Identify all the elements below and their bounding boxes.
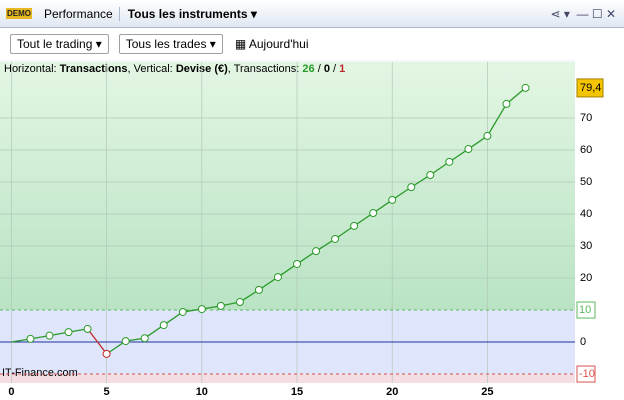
data-point bbox=[159, 321, 168, 330]
y-tick-label: 40 bbox=[580, 208, 592, 220]
y-tick-label: 70 bbox=[580, 112, 592, 124]
data-point bbox=[121, 337, 130, 346]
zone-low bbox=[0, 374, 575, 383]
x-tick-label: 25 bbox=[481, 386, 493, 398]
data-point bbox=[407, 183, 416, 192]
info-line: Horizontal: Transactions, Vertical: Devi… bbox=[4, 63, 345, 75]
info: , Transactions: bbox=[228, 63, 300, 75]
data-point bbox=[312, 247, 321, 256]
info: Transactions bbox=[60, 63, 128, 75]
data-point bbox=[254, 285, 263, 294]
demo-badge: DEMO bbox=[6, 8, 32, 19]
data-point bbox=[216, 301, 225, 310]
x-tick-label: 10 bbox=[196, 386, 208, 398]
data-point bbox=[426, 170, 435, 179]
last-value-box bbox=[576, 78, 604, 98]
y-tick-label: 60 bbox=[580, 144, 592, 156]
y-tick-label: 0 bbox=[580, 336, 586, 348]
y-tick-label: 50 bbox=[580, 176, 592, 188]
info: 26 bbox=[302, 63, 314, 75]
data-point bbox=[235, 298, 244, 307]
data-point bbox=[64, 328, 73, 337]
window-controls[interactable]: ⋖ ▾ — ☐ ✕ bbox=[550, 6, 616, 21]
line-segment bbox=[486, 103, 508, 137]
data-point bbox=[483, 131, 492, 140]
data-point bbox=[273, 273, 282, 282]
data-point bbox=[502, 99, 511, 108]
line-segment bbox=[506, 87, 526, 105]
data-point bbox=[197, 305, 206, 314]
y-tick-label: 30 bbox=[580, 240, 592, 252]
info: 1 bbox=[339, 63, 345, 75]
info: / bbox=[330, 63, 339, 75]
threshold-box bbox=[576, 301, 596, 319]
data-point bbox=[388, 195, 397, 204]
tab[interactable]: Performance bbox=[38, 6, 120, 21]
x-tick-label: 0 bbox=[8, 386, 14, 398]
data-point bbox=[45, 331, 54, 340]
data-point bbox=[178, 307, 187, 316]
title-bar: DEMO Performance Tous les instruments ▾ … bbox=[0, 0, 624, 28]
info: 0 bbox=[324, 63, 330, 75]
info: / bbox=[315, 63, 324, 75]
data-point bbox=[26, 334, 35, 343]
data-point bbox=[350, 221, 359, 230]
x-tick-label: 15 bbox=[291, 386, 303, 398]
toolbar: Tout le trading ▾ Tous les trades ▾ ▦ Au… bbox=[0, 28, 624, 60]
footer: IT-Finance.com bbox=[2, 367, 78, 379]
axis-area bbox=[0, 383, 575, 400]
trading-filter[interactable]: Tout le trading ▾ bbox=[10, 34, 109, 54]
x-tick-label: 20 bbox=[386, 386, 398, 398]
x-tick-label: 5 bbox=[104, 386, 110, 398]
data-point bbox=[464, 145, 473, 154]
trades-filter[interactable]: Tous les trades ▾ bbox=[118, 34, 223, 54]
data-point bbox=[293, 259, 302, 268]
data-point bbox=[140, 334, 149, 343]
info: , Vertical: bbox=[128, 63, 173, 75]
instrument-text: Tous les instruments bbox=[127, 6, 248, 21]
date-picker[interactable]: ▦ Aujourd'hui bbox=[234, 37, 309, 51]
data-point bbox=[521, 83, 530, 92]
y-tick-label: 20 bbox=[580, 272, 592, 284]
data-point bbox=[83, 324, 92, 333]
instrument-select[interactable]: Tous les instruments ▾ bbox=[127, 6, 257, 21]
line-segment bbox=[87, 328, 108, 355]
data-point bbox=[445, 157, 454, 166]
y-tick-label: 79,4 bbox=[580, 82, 601, 94]
data-point bbox=[331, 234, 340, 243]
date-text: Aujourd'hui bbox=[248, 37, 309, 51]
y-tick-label: -10 bbox=[579, 368, 595, 380]
axis-area bbox=[575, 60, 624, 400]
y-tick-label: 10 bbox=[579, 304, 591, 316]
zone-high bbox=[0, 62, 575, 311]
trading-filter-text: Tout le trading bbox=[17, 37, 93, 51]
threshold-box bbox=[576, 365, 596, 383]
data-point bbox=[102, 349, 111, 358]
trades-filter-text: Tous les trades bbox=[125, 37, 207, 51]
chart: Horizontal: Transactions, Vertical: Devi… bbox=[0, 60, 624, 400]
info: Horizontal: bbox=[4, 63, 57, 75]
data-point bbox=[369, 209, 378, 218]
